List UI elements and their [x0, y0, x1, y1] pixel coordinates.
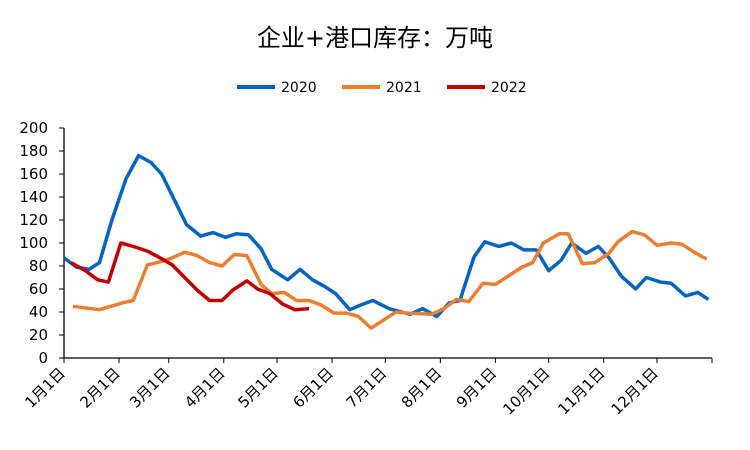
x-tick-label: 12月1日	[608, 364, 662, 418]
series-line-2020	[62, 153, 710, 319]
x-tick-label: 8月1日	[398, 364, 445, 411]
legend: 2020 2021 2022	[237, 80, 527, 96]
y-tick-label: 140	[19, 188, 48, 206]
y-tick-label: 180	[19, 142, 48, 160]
series-lines	[62, 153, 710, 330]
series-line-2021	[72, 229, 708, 330]
legend-label-2020: 2020	[281, 80, 317, 96]
x-tick-label: 4月1日	[181, 364, 228, 411]
y-tick-label: 0	[38, 349, 48, 367]
y-tick-label: 60	[29, 280, 48, 298]
y-tick-label: 200	[19, 119, 48, 137]
series-line-2022	[70, 241, 310, 312]
y-tick-label: 20	[29, 326, 48, 344]
x-tick-label: 10月1日	[499, 364, 553, 418]
y-tick-label: 120	[19, 211, 48, 229]
legend-label-2022: 2022	[491, 80, 527, 96]
x-tick-label: 5月1日	[234, 364, 281, 411]
x-tick-label: 2月1日	[76, 364, 123, 411]
legend-label-2021: 2021	[386, 80, 422, 96]
x-tick-label: 3月1日	[126, 364, 173, 411]
x-tick-label: 7月1日	[343, 364, 390, 411]
axes: 0 20 40 60 80 100 120 140 160 180 200 1月1日 2月1日 3月1日 4…	[19, 119, 713, 418]
y-tick-label: 40	[29, 303, 48, 321]
y-tick-label: 160	[19, 165, 48, 183]
x-tick-label: 9月1日	[453, 364, 500, 411]
x-tick-label: 6月1日	[289, 364, 336, 411]
y-tick-label: 100	[19, 234, 48, 252]
x-tick-label: 11月1日	[554, 364, 608, 418]
chart-title: 企业+港口库存：万吨	[257, 24, 493, 52]
x-tick-label: 1月1日	[21, 364, 68, 411]
y-tick-label: 80	[29, 257, 48, 275]
